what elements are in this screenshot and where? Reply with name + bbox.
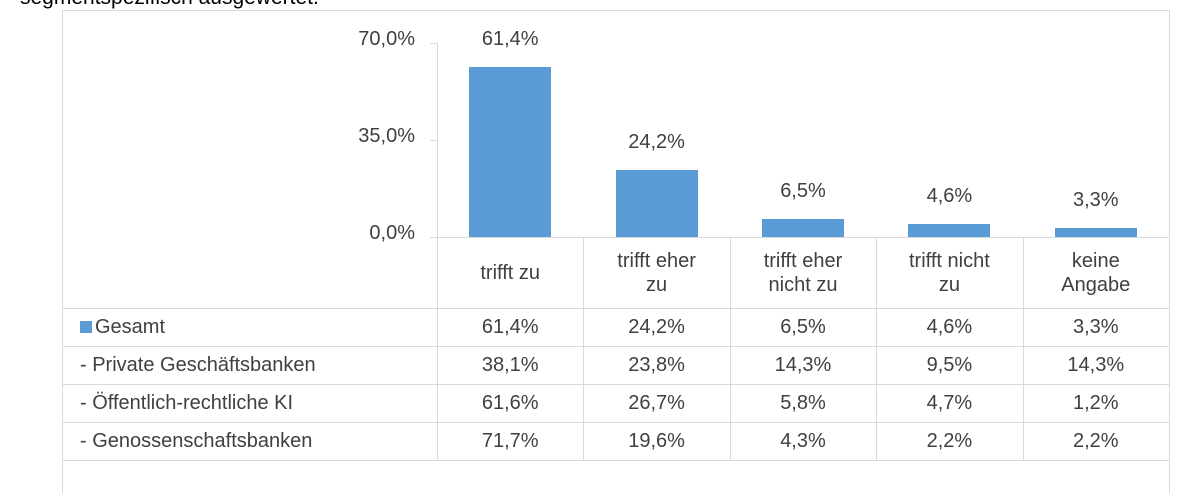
y-axis — [437, 43, 438, 237]
legend-label: Gesamt — [95, 316, 166, 338]
table-line — [729, 237, 731, 460]
table-line — [876, 237, 878, 460]
table-cell: 2,2% — [1072, 430, 1119, 452]
y-tick — [430, 140, 437, 141]
table-line — [62, 346, 1169, 347]
table-cell: 2,2% — [926, 430, 973, 452]
table-cell: 23,8% — [628, 354, 685, 376]
table-line — [62, 308, 1169, 309]
bar — [469, 66, 552, 237]
data-label: 24,2% — [628, 130, 685, 153]
table-line — [62, 384, 1169, 385]
table-cell: 1,2% — [1072, 392, 1119, 414]
caption: segmentspezifisch ausgewertet. — [20, 0, 319, 10]
data-label: 4,6% — [926, 185, 973, 208]
table-line — [1169, 237, 1170, 460]
bar — [615, 169, 698, 237]
table-cell: 24,2% — [628, 316, 685, 338]
table-cell: 4,7% — [926, 392, 973, 414]
table-cell: 4,6% — [926, 316, 973, 338]
y-tick — [430, 237, 437, 238]
table-cell: 61,6% — [481, 392, 539, 414]
bar — [762, 218, 844, 237]
table-line — [62, 422, 1169, 423]
table-cell: 71,7% — [481, 430, 539, 452]
data-label: 3,3% — [1072, 188, 1119, 211]
legend-key — [80, 321, 92, 333]
x-tick-label: trifft nicht zu — [908, 250, 990, 296]
table-line — [437, 237, 1169, 238]
table-cell: 4,3% — [780, 430, 826, 452]
x-tick-label: trifft eher zu — [617, 250, 696, 296]
y-tick-label: 0,0% — [369, 222, 415, 244]
table-cell: 9,5% — [926, 354, 973, 376]
table-cell: 3,3% — [1072, 316, 1119, 338]
table-cell: 38,1% — [481, 354, 539, 376]
table-line — [437, 237, 438, 460]
legend-label: - Genossenschaftsbanken — [80, 430, 313, 452]
table-cell: 26,7% — [628, 392, 685, 414]
table-cell: 6,5% — [780, 316, 826, 338]
x-tick-label: trifft eher nicht zu — [763, 250, 843, 296]
y-tick-label: 35,0% — [358, 125, 415, 147]
y-tick — [430, 43, 437, 44]
table-line — [1022, 237, 1024, 460]
legend-label: - Private Geschäftsbanken — [80, 354, 316, 376]
table-line — [583, 237, 585, 460]
table-line — [62, 460, 1169, 461]
table-cell: 14,3% — [774, 354, 832, 376]
data-label: 6,5% — [780, 179, 826, 202]
legend-label: - Öffentlich-rechtliche KI — [80, 392, 294, 414]
y-tick-label: 70,0% — [358, 28, 415, 50]
table-cell: 61,4% — [481, 316, 539, 338]
bar — [908, 224, 991, 237]
x-tick-label: keine Angabe — [1061, 250, 1131, 296]
table-cell: 19,6% — [628, 430, 685, 452]
data-label: 61,4% — [481, 27, 539, 50]
bar — [1054, 227, 1137, 237]
table-cell: 14,3% — [1067, 354, 1125, 376]
table-cell: 5,8% — [780, 392, 826, 414]
x-tick-label: trifft zu — [480, 262, 541, 284]
